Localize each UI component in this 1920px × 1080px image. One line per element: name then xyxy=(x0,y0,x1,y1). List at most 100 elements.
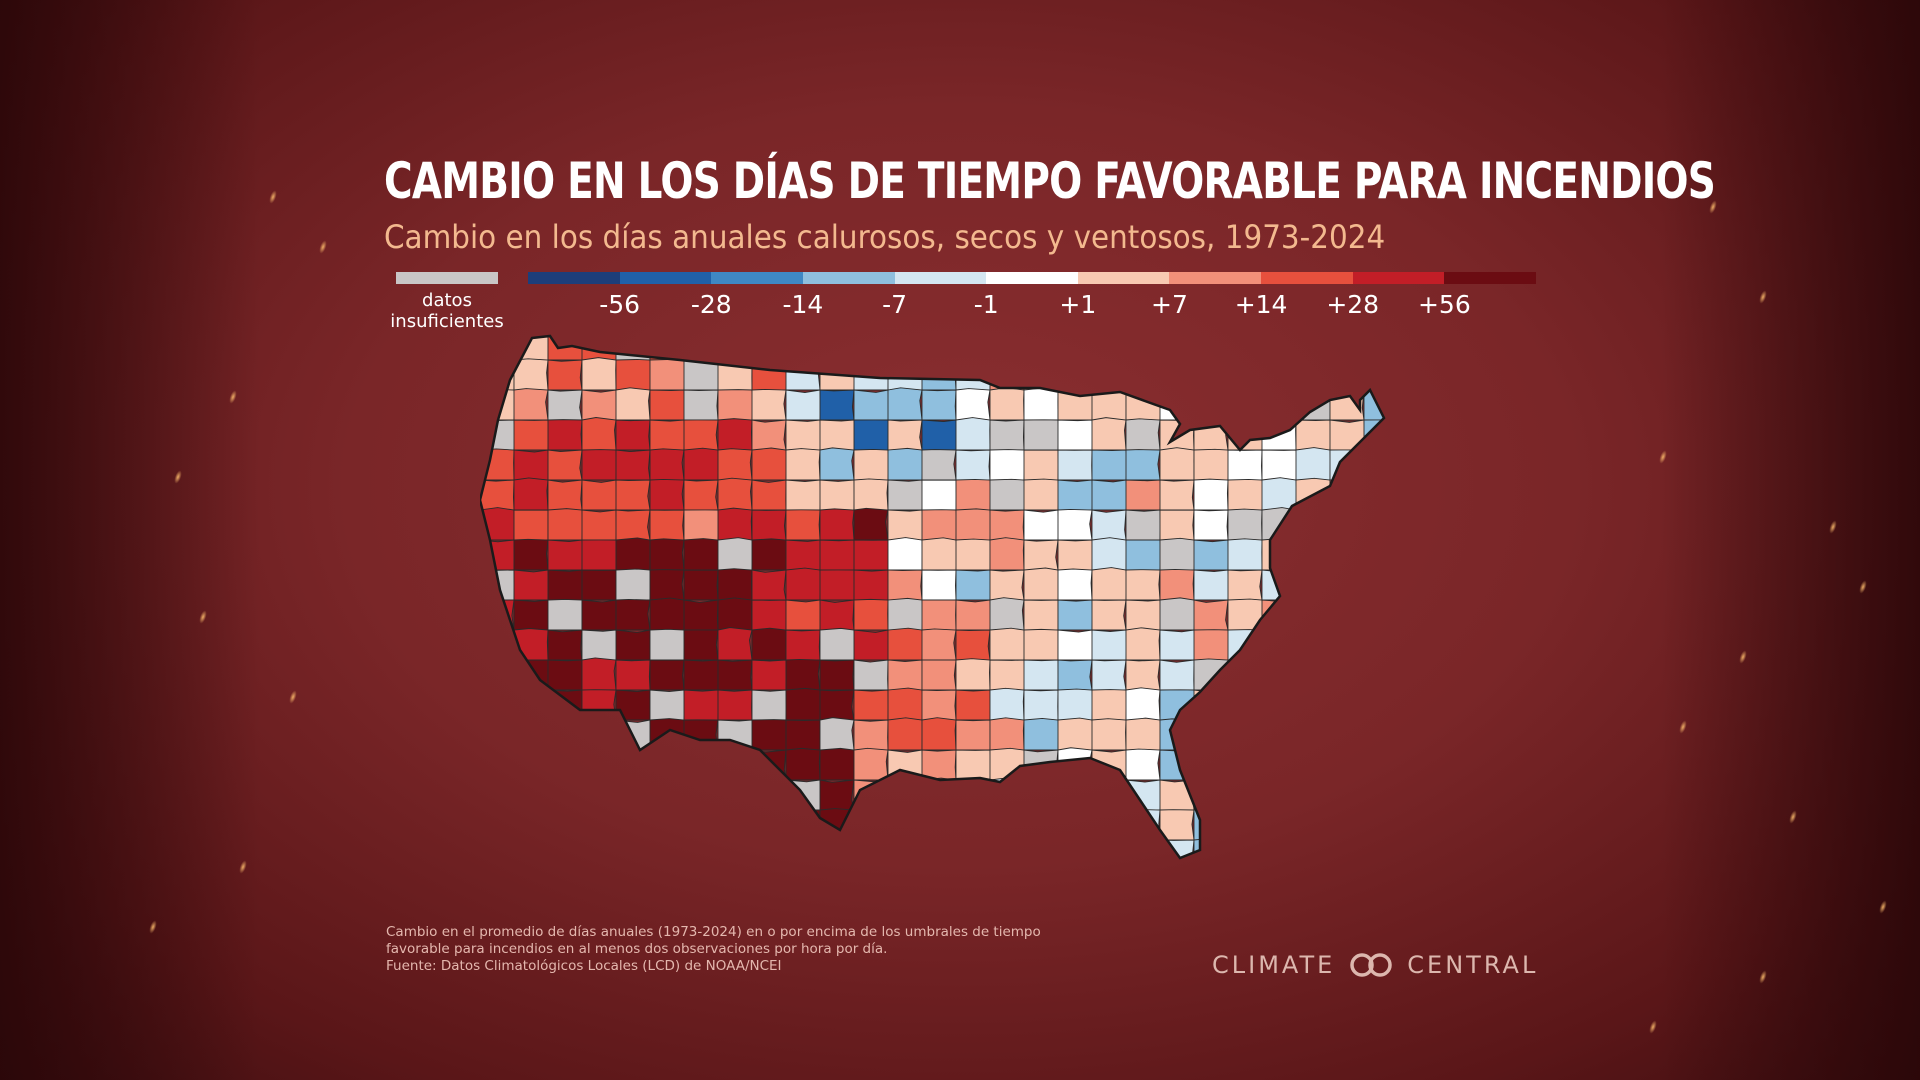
climate-division xyxy=(547,508,584,541)
climate-division xyxy=(887,807,923,841)
climate-division xyxy=(1193,629,1231,661)
climate-division xyxy=(989,597,1025,631)
climate-division xyxy=(887,537,923,571)
legend-tick-label: +7 xyxy=(1151,290,1188,319)
climate-division xyxy=(751,719,789,751)
climate-division xyxy=(683,808,720,841)
climate-division xyxy=(649,779,686,811)
climate-division xyxy=(480,779,515,811)
climate-division xyxy=(1432,330,1440,360)
climate-division xyxy=(1126,870,1162,900)
climate-division xyxy=(1091,509,1127,541)
climate-division xyxy=(581,629,619,661)
climate-division xyxy=(819,508,855,541)
climate-division xyxy=(1159,509,1195,541)
climate-division xyxy=(785,629,821,661)
climate-division xyxy=(1228,899,1262,930)
climate-division xyxy=(853,598,889,631)
climate-division xyxy=(649,538,685,571)
climate-division xyxy=(1295,719,1331,751)
climate-division xyxy=(1091,449,1129,481)
climate-division xyxy=(1023,539,1059,571)
climate-division xyxy=(1057,568,1093,601)
climate-division xyxy=(751,419,787,451)
legend-tick-label: -1 xyxy=(973,290,999,319)
climate-division xyxy=(887,777,923,811)
climate-division xyxy=(1432,448,1440,480)
climate-division xyxy=(1432,510,1440,540)
climate-division xyxy=(1363,478,1384,511)
climate-division xyxy=(581,449,618,481)
climate-division xyxy=(1261,629,1297,661)
climate-division xyxy=(649,659,685,691)
climate-division xyxy=(1363,808,1384,841)
climate-division xyxy=(615,419,651,451)
climate-division xyxy=(717,689,753,721)
climate-division xyxy=(581,747,617,781)
climate-division xyxy=(1261,336,1297,361)
climate-division xyxy=(616,870,651,900)
climate-division xyxy=(751,447,788,481)
climate-division xyxy=(1432,690,1440,720)
climate-division xyxy=(1125,569,1161,601)
climate-division xyxy=(921,717,957,751)
climate-division xyxy=(1363,509,1384,541)
left-vignette xyxy=(0,0,260,1080)
climate-division xyxy=(921,419,959,451)
climate-division xyxy=(581,717,617,751)
climate-division xyxy=(683,447,720,481)
legend-swatch-3 xyxy=(802,272,895,284)
climate-division xyxy=(989,387,1025,421)
climate-division xyxy=(751,388,787,421)
climate-division xyxy=(751,627,787,661)
climate-division xyxy=(955,358,992,391)
climate-division xyxy=(547,479,583,511)
climate-division xyxy=(785,336,821,361)
climate-division xyxy=(1261,749,1297,781)
climate-division xyxy=(1329,479,1367,511)
climate-division xyxy=(683,479,719,511)
climate-division xyxy=(1023,599,1059,631)
climate-division xyxy=(1057,659,1093,691)
climate-division xyxy=(1398,840,1432,870)
climate-division xyxy=(717,627,753,661)
climate-division xyxy=(955,599,992,631)
climate-division xyxy=(1091,809,1127,841)
climate-division xyxy=(547,598,583,631)
climate-division xyxy=(1398,778,1432,810)
climate-division xyxy=(751,538,788,571)
climate-division xyxy=(1227,569,1263,601)
climate-division xyxy=(1363,718,1384,751)
climate-division xyxy=(1193,336,1229,361)
climate-division xyxy=(1057,419,1094,451)
legend-swatch-2 xyxy=(711,272,803,284)
climate-division xyxy=(1227,359,1265,391)
legend-swatch-7 xyxy=(1169,272,1262,284)
climate-division xyxy=(853,449,890,481)
climate-division xyxy=(1329,336,1365,361)
climate-division xyxy=(819,336,855,361)
climate-division xyxy=(1227,598,1265,631)
climate-division xyxy=(819,839,857,858)
climate-division xyxy=(955,538,991,571)
climate-division xyxy=(615,449,651,481)
climate-division xyxy=(1159,629,1197,661)
climate-division xyxy=(1057,336,1093,361)
climate-division xyxy=(1295,359,1331,391)
climate-division xyxy=(581,357,617,391)
climate-division xyxy=(513,449,551,481)
climate-division xyxy=(1363,659,1384,691)
logo-text-right: CENTRAL xyxy=(1407,951,1539,979)
legend-tick-label: -7 xyxy=(882,290,907,319)
climate-division xyxy=(853,569,889,601)
climate-division xyxy=(1398,449,1432,480)
climate-division xyxy=(1398,390,1432,420)
climate-division xyxy=(1432,628,1440,660)
climate-division xyxy=(1329,419,1366,451)
climate-division xyxy=(1227,808,1264,841)
climate-division xyxy=(513,838,551,858)
climate-division xyxy=(1159,597,1197,631)
climate-division xyxy=(1125,359,1163,391)
climate-division xyxy=(785,419,823,451)
climate-division xyxy=(717,749,753,781)
